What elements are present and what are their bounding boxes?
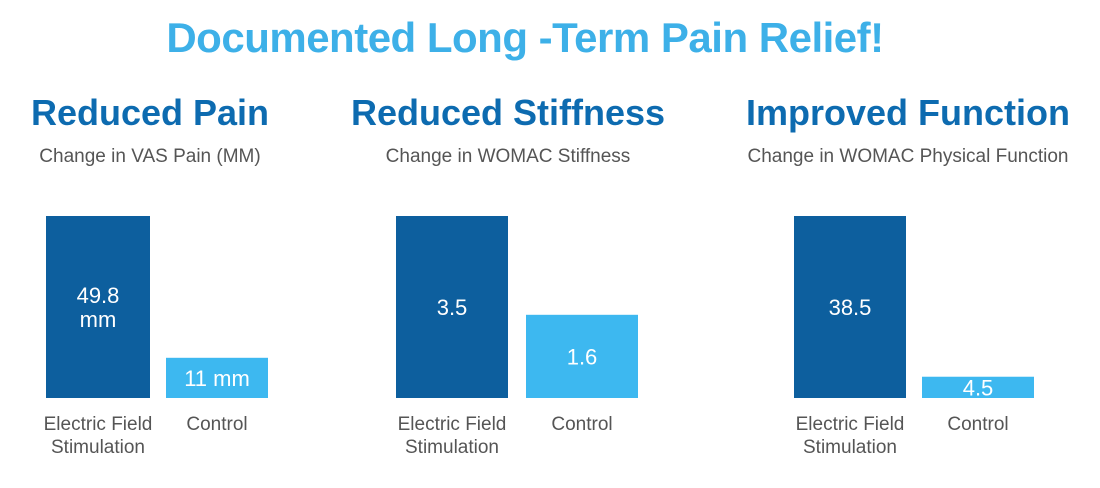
bar-treatment — [794, 216, 906, 398]
chart-subtitle: Change in WOMAC Physical Function — [747, 146, 1069, 167]
category-label: Control — [186, 414, 247, 435]
category-label: Control — [947, 414, 1008, 435]
category-label: Electric Field — [398, 414, 507, 435]
data-label: 11 mm — [184, 366, 250, 391]
category-label: Stimulation — [51, 437, 145, 458]
category-label: Electric Field — [796, 414, 905, 435]
category-label: Stimulation — [405, 437, 499, 458]
data-label: mm — [80, 307, 117, 332]
data-label: 4.5 — [963, 375, 994, 400]
data-label: 38.5 — [829, 295, 872, 320]
data-label: 49.8 — [77, 283, 120, 308]
chart-title: Reduced Stiffness — [350, 92, 666, 133]
data-label: 1.6 — [567, 344, 598, 369]
chart-panel-pain: Reduced Pain Change in VAS Pain (MM) 49.… — [0, 88, 300, 478]
bar-treatment — [396, 216, 508, 398]
bar-control — [922, 376, 1034, 398]
data-label: 3.5 — [437, 295, 468, 320]
bar-control — [526, 314, 638, 398]
chart-panel-function: Improved Function Change in WOMAC Physic… — [730, 88, 1086, 478]
bar-treatment — [46, 216, 150, 398]
chart-title: Improved Function — [746, 92, 1070, 133]
bar-control — [166, 357, 268, 398]
category-label: Stimulation — [803, 437, 897, 458]
page-title: Documented Long -Term Pain Relief! — [166, 14, 884, 61]
chart-panel-stiffness: Reduced Stiffness Change in WOMAC Stiffn… — [350, 88, 666, 478]
category-label: Electric Field — [44, 414, 153, 435]
chart-title: Reduced Pain — [30, 92, 270, 133]
category-label: Control — [551, 414, 612, 435]
chart-subtitle: Change in VAS Pain (MM) — [39, 146, 261, 167]
chart-subtitle: Change in WOMAC Stiffness — [385, 146, 631, 167]
